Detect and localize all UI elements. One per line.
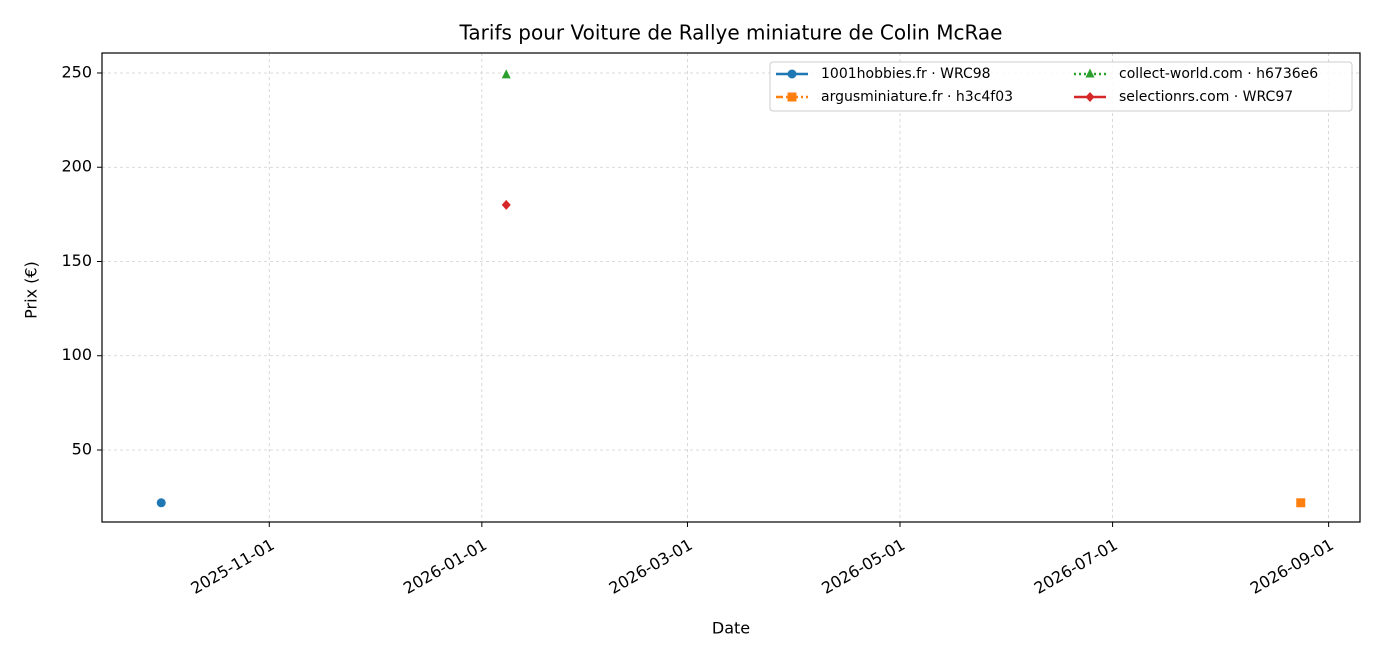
point xyxy=(156,498,166,508)
y-axis-label: Prix (€) xyxy=(22,261,41,319)
point xyxy=(1085,68,1095,78)
legend-label: 1001hobbies.fr · WRC98 xyxy=(821,66,991,82)
legend-label: argusminiature.fr · h3c4f03 xyxy=(821,89,1013,105)
plot-frame xyxy=(101,52,1361,523)
point xyxy=(501,199,511,210)
y-tick-label: 150 xyxy=(61,251,92,270)
legend-frame xyxy=(769,61,1353,112)
x-axis-label: Date xyxy=(712,619,750,638)
chart-title: Tarifs pour Voiture de Rallye miniature … xyxy=(459,21,1003,45)
point xyxy=(787,69,797,79)
point xyxy=(501,69,511,79)
y-tick-label: 250 xyxy=(61,62,92,81)
y-tick-label: 50 xyxy=(72,439,92,458)
point xyxy=(1085,92,1095,102)
legend-label: selectionrs.com · WRC97 xyxy=(1119,89,1293,105)
point xyxy=(1296,498,1306,508)
y-tick-label: 200 xyxy=(61,157,92,176)
legend-label: collect-world.com · h6736e6 xyxy=(1119,66,1318,82)
y-tick-label: 100 xyxy=(61,345,92,364)
point xyxy=(787,92,797,102)
